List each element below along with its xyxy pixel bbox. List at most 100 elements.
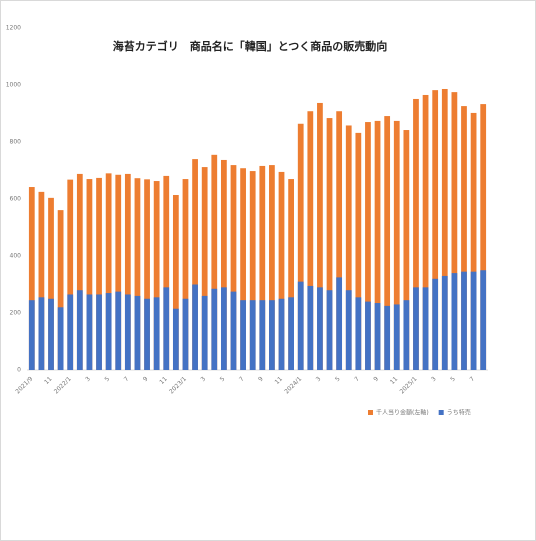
bar xyxy=(384,116,391,370)
x-tick-label: 3 xyxy=(430,375,438,383)
bar xyxy=(413,98,419,370)
bar xyxy=(374,303,381,370)
bar xyxy=(441,275,448,370)
bar xyxy=(317,287,323,370)
bar xyxy=(336,277,343,370)
bar xyxy=(259,300,266,370)
x-tick-label: 11 xyxy=(158,375,168,385)
bar xyxy=(57,210,64,370)
bar xyxy=(96,294,102,370)
x-tick-label: 3 xyxy=(84,375,92,383)
bar xyxy=(240,300,246,370)
legend-label: うち特売 xyxy=(447,409,471,417)
bar xyxy=(28,187,35,370)
bar xyxy=(163,175,170,370)
bar xyxy=(326,118,333,370)
bar xyxy=(182,298,189,370)
y-tick-label: 1000 xyxy=(6,82,21,89)
x-tick-label: 7 xyxy=(353,375,361,383)
bar xyxy=(28,300,35,370)
bar xyxy=(240,168,246,370)
bar xyxy=(403,130,410,370)
bar xyxy=(221,287,227,370)
legend-label: 千人当り金額(左軸) xyxy=(376,409,429,417)
bar xyxy=(269,165,275,370)
bar xyxy=(297,281,304,370)
bar xyxy=(134,178,141,370)
bar xyxy=(96,177,102,370)
bar xyxy=(192,284,198,370)
bar xyxy=(230,165,237,370)
y-tick-label: 1200 xyxy=(6,25,21,32)
bar xyxy=(441,88,448,371)
bar xyxy=(115,174,122,370)
bar xyxy=(86,294,93,370)
bar xyxy=(432,278,439,370)
legend-swatch xyxy=(438,410,444,415)
chart-title: 海苔カテゴリ 商品名に「韓国」とつく商品の販売動向 xyxy=(113,39,388,53)
bar xyxy=(480,104,487,370)
bar xyxy=(153,297,160,370)
x-tick-label: 11 xyxy=(274,375,284,385)
x-tick-label: 3 xyxy=(315,375,323,383)
bar xyxy=(365,301,371,370)
bar xyxy=(345,125,352,370)
bar xyxy=(365,122,371,370)
bar xyxy=(288,179,294,370)
bar xyxy=(384,305,391,370)
x-tick-label: 7 xyxy=(238,375,246,383)
x-tick-label: 7 xyxy=(123,375,131,383)
bar xyxy=(115,291,122,370)
bar xyxy=(201,167,208,370)
x-tick-label: 11 xyxy=(389,375,399,385)
y-tick-label: 800 xyxy=(10,139,22,146)
bar xyxy=(38,191,45,370)
bar xyxy=(38,297,45,370)
bar xyxy=(67,179,74,370)
bar xyxy=(192,159,198,370)
bar xyxy=(480,270,487,370)
bar xyxy=(76,290,83,370)
bar xyxy=(134,295,141,370)
bar xyxy=(461,271,467,370)
bar xyxy=(413,287,419,370)
bar xyxy=(432,90,439,370)
y-tick-label: 0 xyxy=(17,367,21,374)
bar xyxy=(249,171,256,370)
x-tick-label: 5 xyxy=(219,375,227,383)
bar xyxy=(288,297,294,370)
x-tick-label: 9 xyxy=(372,375,380,383)
x-tick-label: 3 xyxy=(199,375,207,383)
bar xyxy=(201,295,208,370)
bar xyxy=(355,132,362,370)
bar xyxy=(470,112,477,371)
x-tick-label: 5 xyxy=(103,375,111,383)
bar xyxy=(153,181,160,370)
bar xyxy=(470,271,477,370)
bar xyxy=(221,159,227,370)
bar xyxy=(355,297,362,370)
bar xyxy=(124,294,131,370)
y-tick-label: 600 xyxy=(10,196,22,203)
bar xyxy=(393,304,400,370)
bar xyxy=(307,285,314,370)
bar xyxy=(297,123,304,370)
bar xyxy=(124,173,131,370)
bar xyxy=(144,179,150,370)
bar xyxy=(317,102,323,370)
y-tick-label: 400 xyxy=(10,253,22,260)
x-tick-label: 9 xyxy=(142,375,150,383)
bar xyxy=(105,173,112,370)
bar xyxy=(249,300,256,370)
bar xyxy=(374,120,381,370)
bar xyxy=(76,173,83,370)
bar xyxy=(172,308,179,370)
x-tick-label: 5 xyxy=(334,375,342,383)
bar xyxy=(278,171,285,370)
bar xyxy=(278,298,285,370)
bar xyxy=(422,287,429,370)
bar xyxy=(48,197,54,370)
bar xyxy=(461,106,467,370)
bar xyxy=(182,179,189,370)
